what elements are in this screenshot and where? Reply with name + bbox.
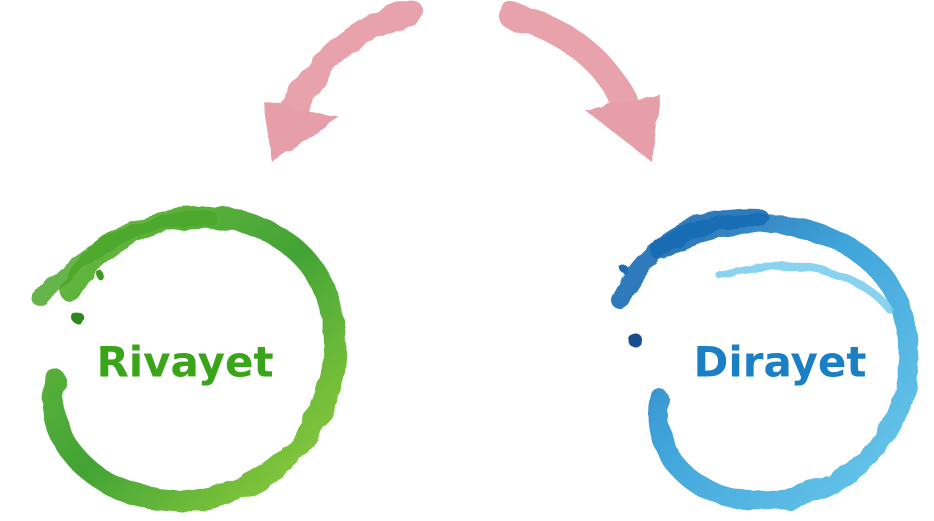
arrow-right bbox=[512, 16, 660, 162]
page: {"nodes": [{"label": "Rivayet"}, {"label… bbox=[0, 0, 934, 521]
arrow-left bbox=[262, 12, 410, 162]
node-label: Rivayet bbox=[96, 338, 273, 387]
node-label: Dirayet bbox=[694, 338, 867, 387]
diagram: Rivayet Dirayet bbox=[0, 0, 934, 521]
